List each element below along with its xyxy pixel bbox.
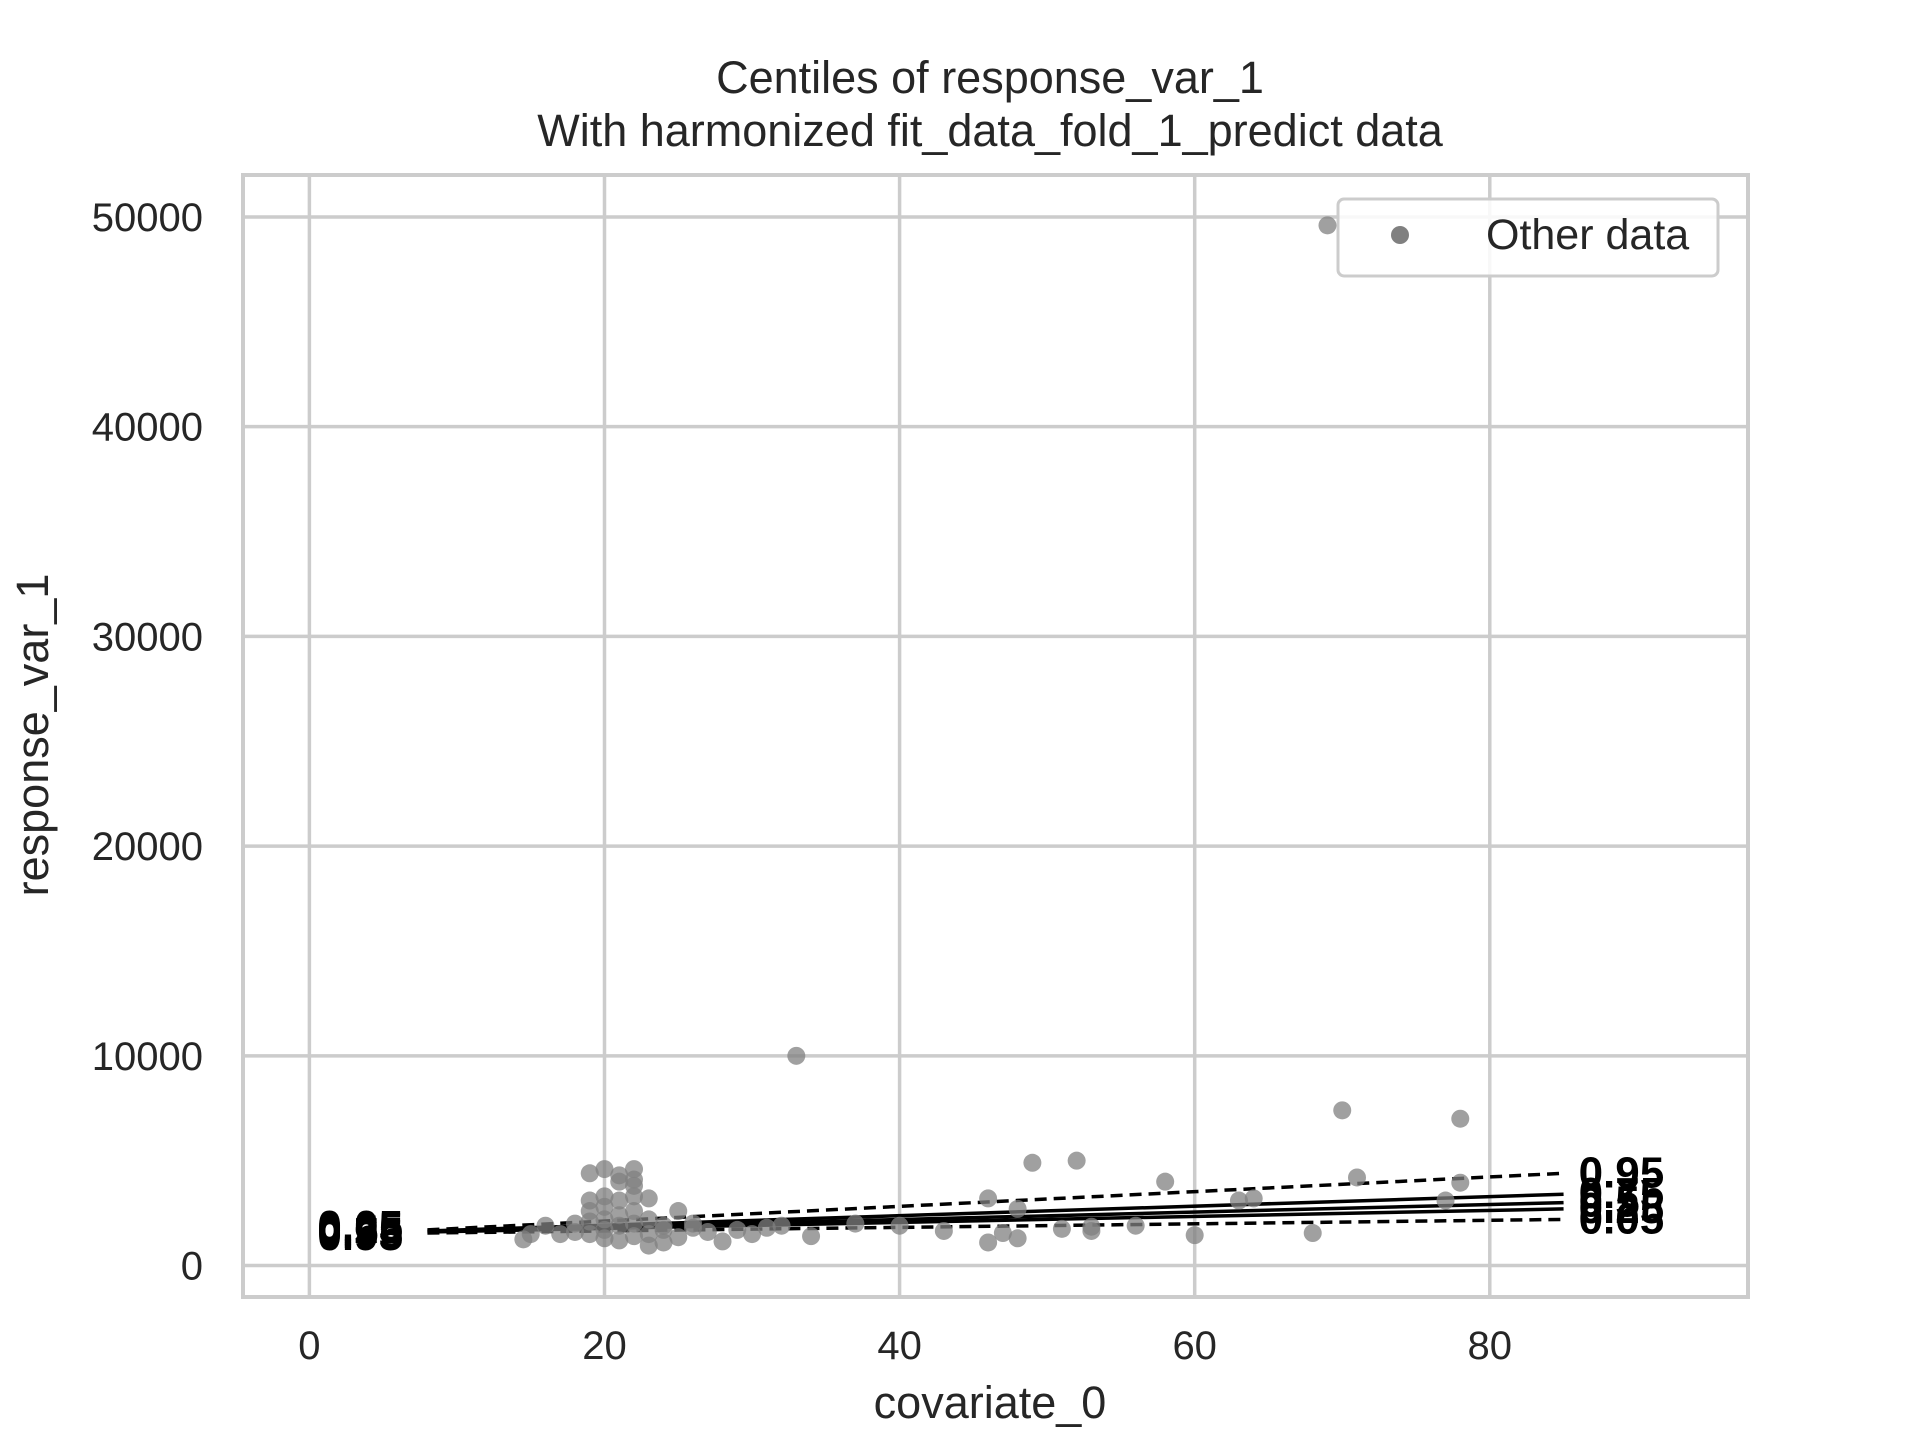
chart-subtitle: With harmonized fit_data_fold_1_predict … [537, 105, 1444, 156]
grid-lines [243, 175, 1748, 1297]
centile-label-left: 0.95 [317, 1211, 403, 1260]
scatter-point [802, 1227, 821, 1246]
scatter-point [654, 1220, 673, 1239]
scatter-point [639, 1189, 658, 1208]
scatter-point [772, 1216, 791, 1235]
y-tick-label: 0 [181, 1245, 203, 1289]
y-tick-label: 30000 [92, 615, 203, 659]
scatter-point [1303, 1224, 1322, 1243]
scatter-point [1436, 1191, 1455, 1210]
centile-label-right: 0.25 [1579, 1184, 1665, 1233]
scatter-points [514, 216, 1470, 1255]
scatter-point [625, 1227, 644, 1246]
legend-box [1336, 197, 1720, 278]
scatter-point [698, 1222, 717, 1241]
x-tick-label: 20 [582, 1324, 627, 1368]
scatter-point [728, 1220, 747, 1239]
centile-label-left: 0.25 [317, 1204, 403, 1253]
scatter-point [536, 1216, 555, 1235]
scatter-point [669, 1202, 688, 1221]
y-tick-label: 50000 [92, 196, 203, 240]
scatter-point [610, 1191, 629, 1210]
scatter-point [639, 1236, 658, 1255]
scatter-point [625, 1187, 644, 1206]
scatter-point [787, 1046, 806, 1065]
y-tick-label: 40000 [92, 406, 203, 450]
scatter-point [639, 1210, 658, 1229]
scatter-point [1347, 1168, 1366, 1187]
scatter-point [580, 1225, 599, 1244]
scatter-point [757, 1218, 776, 1237]
legend: Other data [1336, 197, 1720, 278]
x-axis-label: covariate_0 [874, 1377, 1107, 1428]
scatter-point [625, 1202, 644, 1221]
scatter-point [654, 1233, 673, 1252]
x-tick-label: 40 [877, 1324, 922, 1368]
scatter-point [1008, 1199, 1027, 1218]
centile-label-right: 0.5 [1579, 1178, 1640, 1227]
scatter-point [610, 1216, 629, 1235]
y-tick-label: 20000 [92, 825, 203, 869]
scatter-point [1052, 1219, 1071, 1238]
scatter-point [595, 1229, 614, 1248]
scatter-point [669, 1228, 688, 1247]
scatter-point [1333, 1101, 1352, 1120]
chart-title: Centiles of response_var_1 [716, 52, 1264, 103]
scatter-point [1156, 1172, 1175, 1191]
centile-label-right: 0.05 [1579, 1194, 1665, 1243]
scatter-point [1229, 1191, 1248, 1210]
scatter-point [1126, 1216, 1145, 1235]
y-tick-labels: 0 10000 20000 30000 40000 50000 [92, 196, 203, 1289]
scatter-point [1451, 1109, 1470, 1128]
legend-marker [1391, 226, 1409, 244]
scatter-point [993, 1224, 1012, 1243]
scatter-point [1082, 1217, 1101, 1236]
scatter-point [934, 1221, 953, 1240]
scatter-point [979, 1189, 998, 1208]
y-tick-label: 10000 [92, 1035, 203, 1079]
scatter-point [580, 1164, 599, 1183]
centile-label-left: 0.05 [317, 1202, 403, 1251]
scatter-point [1067, 1151, 1086, 1170]
scatter-point [610, 1231, 629, 1250]
x-tick-label: 0 [298, 1324, 320, 1368]
plot-frame [241, 173, 1750, 1299]
scatter-point [551, 1225, 570, 1244]
x-tick-labels: 0 20 40 60 80 [298, 1324, 1512, 1368]
scatter-point [1023, 1153, 1042, 1172]
scatter-point [1318, 216, 1337, 235]
scatter-point [684, 1218, 703, 1237]
x-tick-label: 60 [1172, 1324, 1217, 1368]
scatter-point [1451, 1173, 1470, 1192]
scatter-point [514, 1230, 533, 1249]
scatter-point [565, 1222, 584, 1241]
centile-label-right: 0.95 [1579, 1148, 1665, 1197]
scatter-point [595, 1197, 614, 1216]
scatter-point [713, 1232, 732, 1251]
legend-label: Other data [1486, 211, 1689, 259]
centile-label-right: 0.75 [1579, 1169, 1665, 1218]
scatter-point [580, 1212, 599, 1231]
y-axis-label: response_var_1 [7, 574, 58, 897]
scatter-point [610, 1172, 629, 1191]
scatter-point [595, 1160, 614, 1179]
centile-label-left: 0.75 [317, 1209, 403, 1258]
scatter-point [1244, 1189, 1263, 1208]
scatter-point [1185, 1226, 1204, 1245]
centile-label-left: 0.5 [317, 1207, 378, 1256]
scatter-point [890, 1216, 909, 1235]
scatter-point [1008, 1229, 1027, 1248]
scatter-point [846, 1214, 865, 1233]
x-tick-label: 80 [1468, 1324, 1513, 1368]
scatter-point [979, 1233, 998, 1252]
scatter-point [743, 1225, 762, 1244]
scatter-point [625, 1214, 644, 1233]
centile-labels: 0.050.250.50.750.950.950.750.50.250.05 [317, 1148, 1664, 1260]
